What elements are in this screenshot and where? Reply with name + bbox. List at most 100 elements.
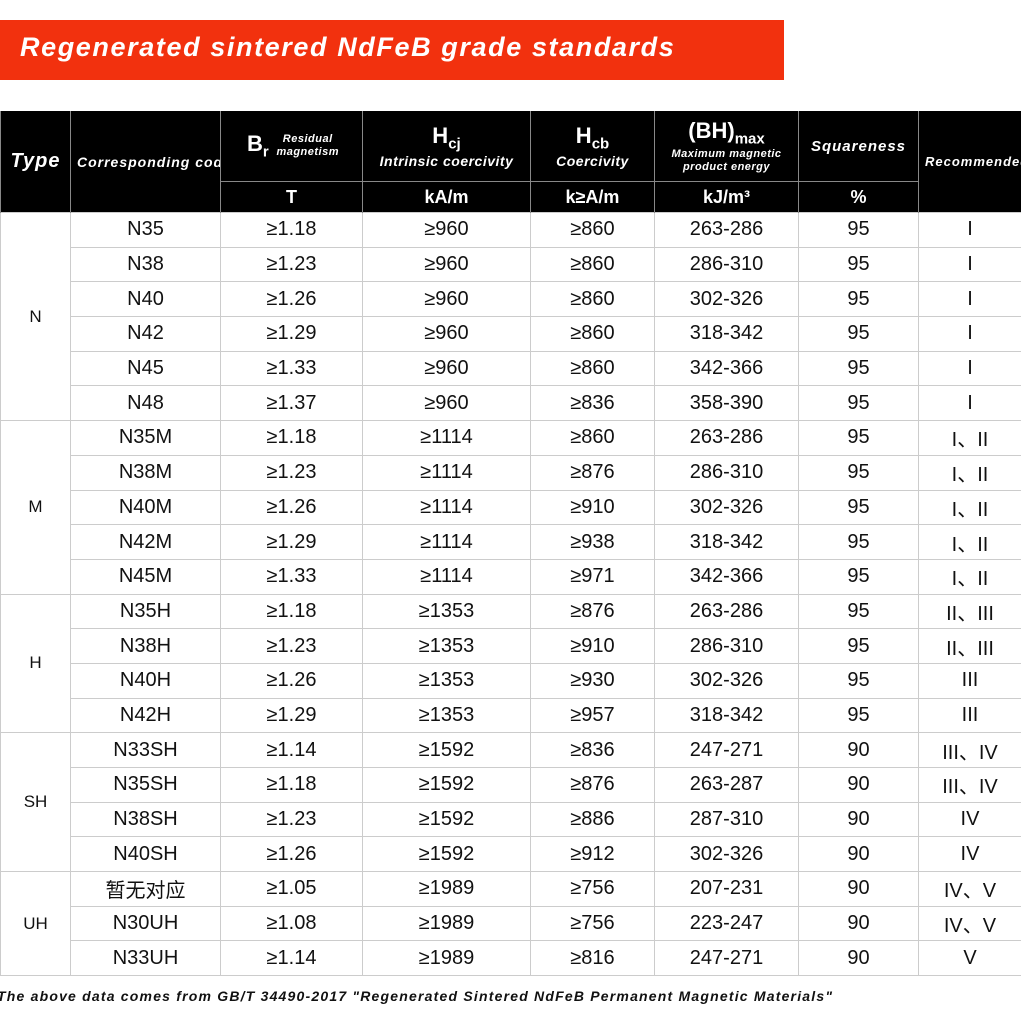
- cell: 302-326: [654, 281, 799, 318]
- cell: ≥1.18: [220, 593, 363, 630]
- grade-code: N42H: [70, 697, 221, 734]
- symbol-subscript: cb: [591, 135, 610, 153]
- cell: 95: [798, 316, 919, 352]
- cell: ≥912: [530, 836, 655, 873]
- cell: ≥1989: [362, 871, 531, 907]
- cell: ≥1.29: [220, 697, 363, 734]
- cell: 302-326: [654, 836, 799, 873]
- grade-code: N35H: [70, 593, 221, 630]
- cell: 95: [798, 489, 919, 526]
- cell: ≥816: [530, 940, 655, 977]
- grade-code: N38M: [70, 454, 221, 491]
- cell: I、II: [918, 454, 1021, 491]
- cell: ≥1353: [362, 662, 531, 699]
- cell: I、II: [918, 558, 1021, 595]
- cell: ≥1.23: [220, 246, 363, 283]
- cell: 358-390: [654, 385, 799, 422]
- cell: ≥1.05: [220, 871, 363, 907]
- grade-code: N45: [70, 350, 221, 387]
- cell: ≥756: [530, 871, 655, 907]
- cell: 263-286: [654, 593, 799, 630]
- cell: ≥960: [362, 385, 531, 422]
- cell: 247-271: [654, 732, 799, 768]
- code-header: Corresponding code for sintered NdFeB: [70, 111, 221, 213]
- cell: ≥1.26: [220, 489, 363, 526]
- unit: k≥A/m: [530, 181, 655, 213]
- cell: ≥1.18: [220, 212, 363, 248]
- cell: ≥910: [530, 489, 655, 526]
- cell: 302-326: [654, 662, 799, 699]
- symbol: Br: [247, 131, 269, 160]
- grade-code: N38SH: [70, 801, 221, 838]
- grade-code: N40: [70, 281, 221, 318]
- cell: 95: [798, 558, 919, 595]
- cell: ≥957: [530, 697, 655, 734]
- cell: ≥1.29: [220, 316, 363, 352]
- symbol-subscript: r: [262, 143, 269, 161]
- title: Regenerated sintered NdFeB grade standar…: [20, 32, 676, 62]
- cell: ≥836: [530, 732, 655, 768]
- cell: 318-342: [654, 524, 799, 560]
- cell: 263-286: [654, 420, 799, 456]
- grade-code: N38H: [70, 628, 221, 664]
- cell: 90: [798, 905, 919, 942]
- grade-code: N30UH: [70, 905, 221, 942]
- data-row: N45M ≥1.33 ≥1114 ≥971 342-366 95 I、II: [1, 558, 1021, 595]
- cell: I: [918, 212, 1021, 248]
- column-header: Br Residual magnetism: [220, 111, 363, 182]
- cell: I: [918, 246, 1021, 283]
- cell: 263-286: [654, 212, 799, 248]
- cell: 342-366: [654, 350, 799, 387]
- data-row: N40 ≥1.26 ≥960 ≥860 302-326 95 I: [1, 281, 1021, 318]
- type-cell: UH: [0, 871, 71, 977]
- column-header: (BH)max Maximum magnetic product energy: [654, 111, 799, 182]
- cell: 95: [798, 420, 919, 456]
- data-row: N35SH ≥1.18 ≥1592 ≥876 263-287 90 III、IV: [1, 767, 1021, 803]
- unit: %: [798, 181, 919, 213]
- cell: 223-247: [654, 905, 799, 942]
- source-note: The above data comes from GB/T 34490-201…: [0, 988, 834, 1004]
- grade-code: N40M: [70, 489, 221, 526]
- grade-code: N38: [70, 246, 221, 283]
- data-row: N38SH ≥1.23 ≥1592 ≥886 287-310 90 IV: [1, 801, 1021, 838]
- cell: ≥860: [530, 316, 655, 352]
- symbol-letter: (BH): [688, 118, 735, 144]
- data-row: N42M ≥1.29 ≥1114 ≥938 318-342 95 I、II: [1, 524, 1021, 560]
- cell: ≥886: [530, 801, 655, 838]
- cell: 95: [798, 454, 919, 491]
- cell: 95: [798, 662, 919, 699]
- cell: ≥910: [530, 628, 655, 664]
- data-row: N45 ≥1.33 ≥960 ≥860 342-366 95 I: [1, 350, 1021, 387]
- title-banner: Regenerated sintered NdFeB grade standar…: [0, 20, 784, 80]
- cell: I: [918, 350, 1021, 387]
- symbol: (BH)max: [688, 118, 764, 147]
- data-row: N40H ≥1.26 ≥1353 ≥930 302-326 95 III: [1, 662, 1021, 699]
- data-row: N38M ≥1.23 ≥1114 ≥876 286-310 95 I、II: [1, 454, 1021, 491]
- symbol: Hcb: [576, 123, 609, 152]
- cell: 342-366: [654, 558, 799, 595]
- cell: 318-342: [654, 697, 799, 734]
- type-cell: M: [0, 420, 71, 595]
- data-row: N42H ≥1.29 ≥1353 ≥957 318-342 95 III: [1, 697, 1021, 734]
- grade-code: N35M: [70, 420, 221, 456]
- cell: ≥1.14: [220, 940, 363, 977]
- symbol-letter: H: [432, 123, 449, 149]
- data-row: H N35H ≥1.18 ≥1353 ≥876 263-286 95 II、III: [0, 593, 1021, 734]
- cell: ≥930: [530, 662, 655, 699]
- cell: I: [918, 316, 1021, 352]
- cell: 95: [798, 385, 919, 422]
- cell: ≥960: [362, 281, 531, 318]
- symbol: Hcj: [432, 123, 460, 152]
- cell: ≥960: [362, 350, 531, 387]
- cell: I、II: [918, 489, 1021, 526]
- cell: ≥1353: [362, 593, 531, 630]
- data-row: M N35M ≥1.18 ≥1114 ≥860 263-286 95 I、II: [0, 420, 1021, 595]
- cell: 95: [798, 628, 919, 664]
- cell: ≥1353: [362, 697, 531, 734]
- cell: 90: [798, 836, 919, 873]
- cell: ≥1114: [362, 420, 531, 456]
- cell: 95: [798, 593, 919, 630]
- data-row: UH 暂无对应 ≥1.05 ≥1989 ≥756 207-231 90 IV、V: [0, 871, 1021, 977]
